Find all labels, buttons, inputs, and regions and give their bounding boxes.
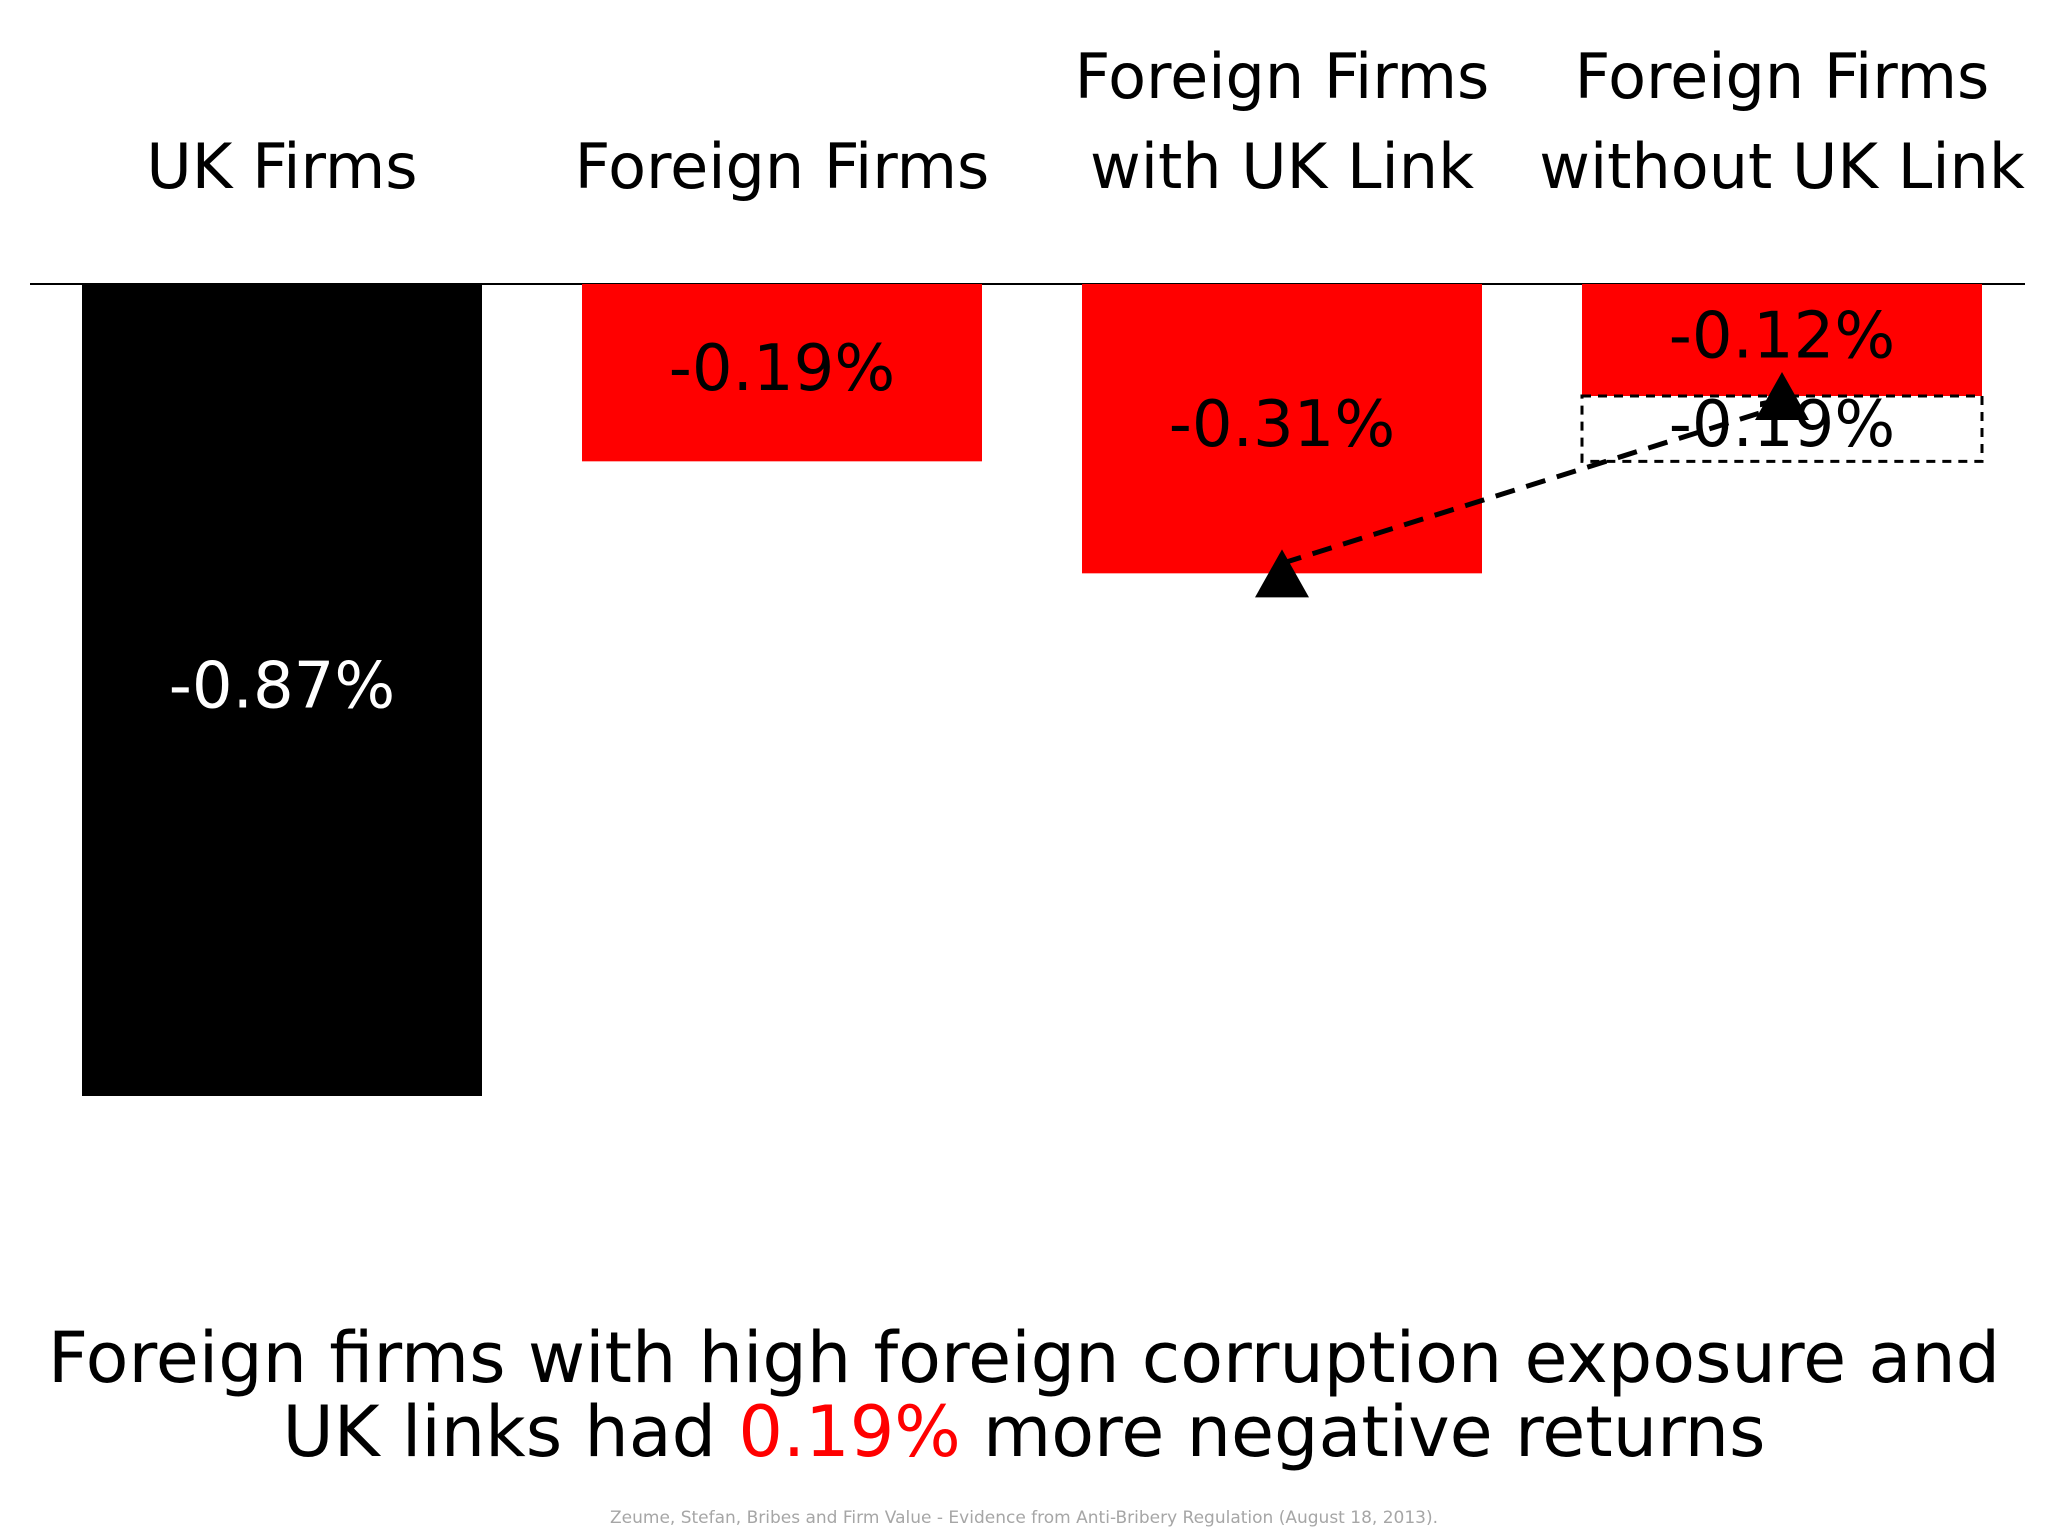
value-label-0: -0.87% xyxy=(169,650,395,724)
caption-text-before: UK links had xyxy=(282,1391,739,1473)
caption-text-after: more negative returns xyxy=(960,1391,1766,1473)
category-label-3-line-1: without UK Link xyxy=(1539,130,2025,203)
caption-line-2: UK links had 0.19% more negative returns xyxy=(0,1392,2048,1472)
triangle-marker-from xyxy=(1255,549,1309,598)
caption-highlight: 0.19% xyxy=(738,1391,961,1473)
bar-2 xyxy=(1082,284,1482,574)
bar-0 xyxy=(82,284,482,1096)
category-label-3-line-0: Foreign Firms xyxy=(1575,40,1990,113)
value-label-3: -0.12% xyxy=(1669,300,1895,374)
value-label-1: -0.19% xyxy=(669,332,895,406)
dashed-connector xyxy=(1281,403,1783,566)
caption-line-1: Foreign firms with high foreign corrupti… xyxy=(47,1317,2001,1399)
bar-1 xyxy=(582,284,982,462)
category-label-2-line-1: with UK Link xyxy=(1090,130,1474,203)
triangle-marker-to xyxy=(1755,372,1809,420)
source-citation: Zeume, Stefan, Bribes and Firm Value - E… xyxy=(610,1508,1438,1528)
category-label-0-line-0: UK Firms xyxy=(146,130,417,203)
category-label-2-line-0: Foreign Firms xyxy=(1075,40,1490,113)
category-label-1-line-0: Foreign Firms xyxy=(575,130,990,203)
bar-chart: -0.87% UK Firms -0.19% Foreign Firms -0.31% F… xyxy=(30,40,2025,1096)
value-label-2: -0.31% xyxy=(1169,388,1395,462)
